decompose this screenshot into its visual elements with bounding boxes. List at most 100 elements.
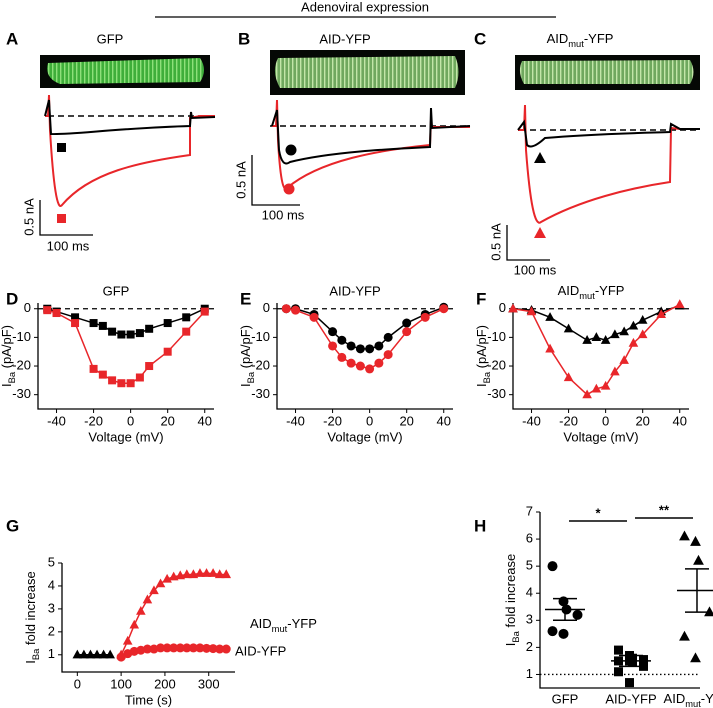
marker [214,569,225,579]
x-tick-label: 100 [110,676,132,691]
trace-red [518,104,700,224]
text-run: I [0,383,14,387]
marker [624,678,634,688]
marker [201,568,212,577]
marker [71,313,80,322]
x-tick-label: GFP [552,691,579,706]
marker [337,335,347,345]
marker [591,383,602,393]
marker [346,341,356,351]
marker [374,341,384,351]
marker [145,324,154,333]
marker [638,661,648,671]
x-axis-label: Voltage (mV) [563,429,638,444]
annotation: AIDmut-YFP [250,616,317,634]
error-bar [618,654,643,668]
y-tick-label: -20 [251,357,270,372]
marker [149,585,159,595]
x-tick-label: 20 [160,413,174,428]
marker [98,649,109,659]
marker [283,183,295,195]
marker [89,319,98,328]
marker [637,329,648,339]
y-axis-label: IBa (pA/pF) [238,325,256,387]
scale-label: 100 ms [514,262,557,277]
y-tick-label: -20 [487,357,506,372]
marker [79,649,89,659]
marker [374,358,384,368]
panel-letter: G [6,516,19,535]
marker [195,643,205,653]
marker [656,309,667,319]
y-axis-label: IBa fold increase [23,571,41,663]
marker [98,370,107,379]
y-tick-label: 0 [24,300,31,315]
marker [108,376,117,385]
marker [508,303,518,313]
marker [122,635,133,645]
text-run: mut [272,624,288,634]
y-tick-label: 4 [526,585,533,600]
annotation: AID-YFP [235,643,286,658]
marker [156,643,166,653]
cell [519,60,694,84]
marker [346,358,356,368]
text-run: fold increase [23,571,38,648]
marker [117,379,126,388]
marker [71,319,80,328]
marker [355,344,365,354]
chart-title: GFP [103,283,130,298]
marker [221,569,232,579]
text-run: (pA/pF) [474,325,489,372]
x-tick-label: -20 [323,413,342,428]
scale-label: 0.5 nA [233,161,248,199]
panel-letter: F [476,289,486,308]
y-tick-label: 5 [526,558,533,573]
marker [126,379,135,388]
x-tick-label: AIDmut-YFP [664,691,713,708]
trace-black [44,99,216,136]
marker [182,313,191,322]
marker [89,364,98,373]
marker [693,554,704,565]
cell [47,58,205,84]
marker [155,578,166,588]
marker [126,330,135,339]
marker [291,305,301,315]
axes [37,303,214,410]
x-tick-label: 20 [635,413,649,428]
y-tick-label: 2 [526,639,533,654]
scale-label: 0.5 nA [488,223,503,261]
panel-title: AID-YFP [319,31,370,46]
x-tick-label: 40 [673,413,687,428]
y-tick-label: -10 [251,329,270,344]
y-tick-label: 0 [263,300,270,315]
significance-label: * [595,505,601,520]
text-run: Ba [482,371,492,383]
text-run: Ba [31,648,41,660]
y-tick-label: 1 [526,666,533,681]
marker [679,630,690,641]
marker [610,366,620,376]
significance-label: ** [659,502,670,517]
text-run: -YFP [701,691,713,706]
cell [274,56,459,88]
marker [337,352,347,362]
chart-title: AIDmut-YFP [558,283,625,301]
marker [637,314,648,324]
marker [563,323,574,333]
marker [582,335,592,344]
axes [61,563,235,673]
panel-letter: D [6,289,18,308]
marker [208,644,218,654]
marker [704,606,713,617]
x-tick-label: -20 [559,413,578,428]
marker [200,307,209,316]
x-tick-label: AID-YFP [605,691,656,706]
marker [402,318,412,328]
x-tick-label: -40 [47,413,66,428]
marker [526,306,537,316]
marker [582,389,592,399]
x-axis-label: Time (s) [125,692,172,707]
